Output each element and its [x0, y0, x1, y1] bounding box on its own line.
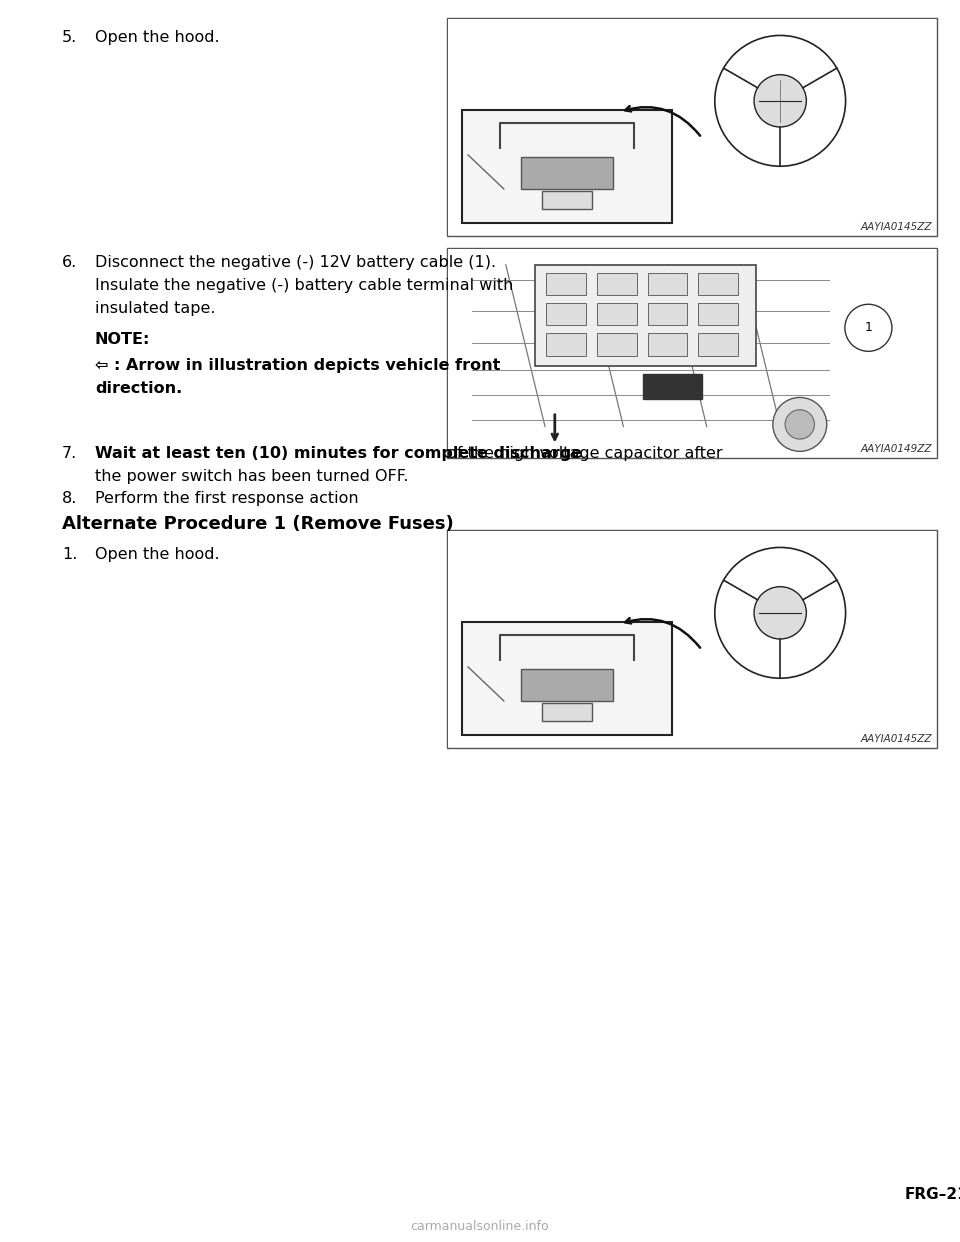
- Text: carmanualsonline.info: carmanualsonline.info: [411, 1220, 549, 1233]
- Text: NOTE:: NOTE:: [95, 332, 151, 347]
- Bar: [648, 303, 687, 325]
- Text: AAYIA0149ZZ: AAYIA0149ZZ: [860, 443, 932, 455]
- Bar: [447, 248, 937, 458]
- Bar: [648, 333, 687, 355]
- Text: Alternate Procedure 1 (Remove Fuses): Alternate Procedure 1 (Remove Fuses): [62, 515, 454, 533]
- Text: Perform the first response action: Perform the first response action: [95, 491, 359, 505]
- Text: 8.: 8.: [62, 491, 78, 505]
- Bar: [462, 621, 672, 735]
- Text: direction.: direction.: [95, 381, 182, 396]
- Text: Open the hood.: Open the hood.: [95, 30, 220, 45]
- Text: FRG–21: FRG–21: [905, 1187, 960, 1202]
- Bar: [648, 273, 687, 296]
- Text: ⇦ : Arrow in illustration depicts vehicle front: ⇦ : Arrow in illustration depicts vehicl…: [95, 358, 500, 373]
- Bar: [462, 109, 672, 222]
- Bar: [541, 191, 592, 210]
- Text: the power switch has been turned OFF.: the power switch has been turned OFF.: [95, 469, 409, 484]
- Bar: [597, 333, 636, 355]
- Circle shape: [754, 75, 806, 127]
- Text: AAYIA0145ZZ: AAYIA0145ZZ: [860, 734, 932, 744]
- Text: Wait at least ten (10) minutes for complete discharge: Wait at least ten (10) minutes for compl…: [95, 446, 582, 461]
- Circle shape: [715, 36, 846, 166]
- Bar: [597, 303, 636, 325]
- Bar: [448, 19, 936, 235]
- Bar: [448, 532, 936, 746]
- Bar: [520, 158, 613, 189]
- Bar: [597, 273, 636, 296]
- Text: Disconnect the negative (-) 12V battery cable (1).: Disconnect the negative (-) 12V battery …: [95, 255, 496, 270]
- Text: 1.: 1.: [62, 546, 78, 561]
- Text: insulated tape.: insulated tape.: [95, 301, 215, 315]
- Bar: [448, 248, 936, 457]
- Bar: [546, 303, 586, 325]
- Circle shape: [773, 397, 827, 451]
- Text: AAYIA0145ZZ: AAYIA0145ZZ: [860, 222, 932, 232]
- Circle shape: [715, 548, 846, 678]
- Text: Open the hood.: Open the hood.: [95, 546, 220, 561]
- Bar: [546, 273, 586, 296]
- Bar: [698, 303, 738, 325]
- Bar: [536, 265, 756, 365]
- Bar: [643, 374, 702, 399]
- Circle shape: [785, 410, 814, 440]
- Bar: [546, 333, 586, 355]
- Text: Insulate the negative (-) battery cable terminal with: Insulate the negative (-) battery cable …: [95, 278, 514, 293]
- Circle shape: [754, 586, 806, 638]
- Bar: [698, 333, 738, 355]
- Text: 6.: 6.: [62, 255, 77, 270]
- Text: 1: 1: [864, 322, 873, 334]
- Bar: [520, 669, 613, 700]
- Bar: [698, 273, 738, 296]
- Text: 5.: 5.: [62, 30, 77, 45]
- Text: 7.: 7.: [62, 446, 77, 461]
- Bar: [447, 17, 937, 236]
- Text: of the high voltage capacitor after: of the high voltage capacitor after: [443, 446, 723, 461]
- Bar: [541, 703, 592, 722]
- Circle shape: [845, 304, 892, 351]
- Bar: [447, 530, 937, 748]
